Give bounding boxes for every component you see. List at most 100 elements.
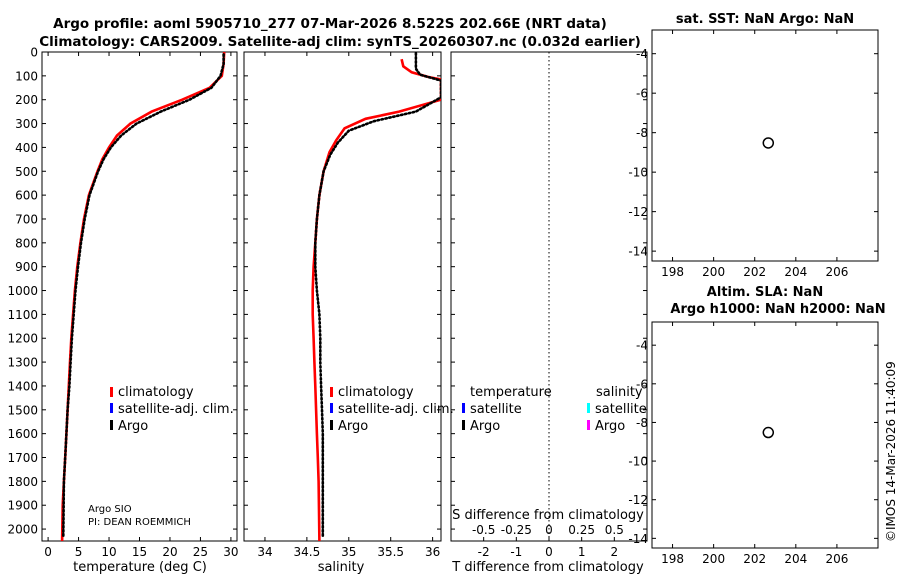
depth-tick-label: 1200 [7,332,38,346]
x-tick-label: 200 [702,265,725,279]
depth-tick-label: 2000 [7,523,38,537]
legend-swatch-argo [330,420,333,430]
x-tick-label: 198 [661,552,684,566]
y-tick-label: -10 [628,166,648,180]
depth-tick-label: 800 [15,236,38,250]
imos-watermark: ©IMOS 14-Mar-2026 11:40:09 [884,361,898,542]
depth-tick-label: 1000 [7,284,38,298]
legend-swatch-satellite-adj [330,403,333,413]
legend-swatch-satellite-adj [110,403,113,413]
depth-tick-label: 1800 [7,475,38,489]
x-tick-label: -2 [478,545,490,559]
legend-swatch-climatology [110,387,113,397]
depth-tick-label: 1400 [7,379,38,393]
top-tick-label: -0.25 [501,523,532,537]
legend-swatch-s-satellite [587,403,590,413]
sla-map-panel: -4 -6 -8 -10 -12 -14 198 200 202 204 206 [628,321,879,566]
x-tick-label: 202 [743,265,766,279]
depth-tick-label: 1900 [7,499,38,513]
sst-panel-title: sat. SST: NaN Argo: NaN [676,12,854,27]
depth-tick-label: 1100 [7,308,38,322]
credit-argo-sio: Argo SIO [88,504,132,515]
sla-panel-title-line2: Argo h1000: NaN h2000: NaN [670,302,885,317]
depth-tick-label: 1700 [7,451,38,465]
x-tick-label: 34.5 [294,545,321,559]
legend-t-satellite: satellite [470,402,522,417]
legend-s-satellite: satellite [595,402,647,417]
depth-tick-label: 900 [15,260,38,274]
sla-panel-title-line1: Altim. SLA: NaN [707,285,823,300]
climatology-profile-line [60,52,226,541]
depth-tick-label: 700 [15,212,38,226]
x-tick-label: 35.5 [377,545,404,559]
legend-satellite-adj: satellite-adj. clim. [118,402,234,417]
sst-frame [651,29,879,262]
x-tick-label: 0 [44,545,52,559]
depth-tick-label: 1500 [7,403,38,417]
climatology-profile-line [311,58,441,541]
legend-satellite-adj: satellite-adj. clim. [338,402,454,417]
y-tick-label: -12 [628,493,648,507]
y-tick-label: -14 [628,245,648,259]
x-tick-label: 204 [784,552,807,566]
sst-map-panel: -4 -6 -8 -10 -12 -14 198 200 202 204 206 [628,29,879,279]
depth-tick-label: 400 [15,141,38,155]
x-tick-label: 15 [132,545,147,559]
y-tick-label: -8 [636,416,648,430]
x-tick-label: 20 [162,545,177,559]
depth-tick-label: 0 [30,46,38,60]
x-tick-label: 206 [825,265,848,279]
y-tick-label: -6 [636,87,648,101]
legend-swatch-argo [110,420,113,430]
y-tick-label: -14 [628,532,648,546]
x-tick-label: 204 [784,265,807,279]
depth-tick-label: 200 [15,93,38,107]
x-tick-label: 200 [702,552,725,566]
x-tick-label: 206 [825,552,848,566]
temperature-frame [41,51,238,542]
y-tick-label: -10 [628,455,648,469]
x-tick-label: 198 [661,265,684,279]
x-tick-label: 1 [578,545,586,559]
chart-title-line1: Argo profile: aoml 5905710_277 07-Mar-20… [53,16,607,32]
salinity-panel: 34 34.5 35 35.5 36 [243,51,442,559]
x-tick-label: 5 [75,545,83,559]
y-tick-label: -8 [636,126,648,140]
legend-swatch-t-argo [462,420,465,430]
legend-t-argo: Argo [470,419,500,434]
depth-tick-label: 500 [15,165,38,179]
legend-temperature-title: temperature [470,385,552,400]
y-tick-label: -6 [636,377,648,391]
top-tick-label: 0.5 [605,523,624,537]
legend-swatch-s-argo [587,420,590,430]
x-tick-label: 0 [545,545,553,559]
x-tick-label: -1 [510,545,522,559]
legend-climatology: climatology [118,385,194,400]
depth-tick-label: 600 [15,189,38,203]
depth-tick-label: 100 [15,69,38,83]
legend-swatch-t-satellite [462,403,465,413]
depth-tick-label: 1300 [7,356,38,370]
temperature-panel: 0100200300400500600700800900100011001200… [7,46,238,560]
legend-swatch-climatology [330,387,333,397]
salinity-frame [243,51,442,542]
salinity-xlabel: salinity [318,560,365,575]
top-tick-label: 0.25 [568,523,595,537]
x-tick-label: 30 [223,545,238,559]
y-tick-label: -4 [636,47,648,61]
credit-pi: PI: DEAN ROEMMICH [88,517,191,528]
argo-profile-line [61,53,225,538]
y-tick-label: -12 [628,205,648,219]
x-tick-label: 34 [257,545,272,559]
x-tick-label: 25 [193,545,208,559]
x-tick-label: 35 [341,545,356,559]
difference-panel: -2 -1 0 1 2-0.5 -0.25 0 0.25 0.5 [450,51,648,559]
legend-argo: Argo [118,419,148,434]
t-difference-xlabel: T difference from climatology [451,560,644,575]
chart-title-line2: Climatology: CARS2009. Satellite-adj cli… [39,34,641,50]
x-tick-label: 202 [743,552,766,566]
top-tick-label: 0 [545,523,553,537]
x-tick-label: 10 [101,545,116,559]
legend-salinity-title: salinity [596,385,643,400]
